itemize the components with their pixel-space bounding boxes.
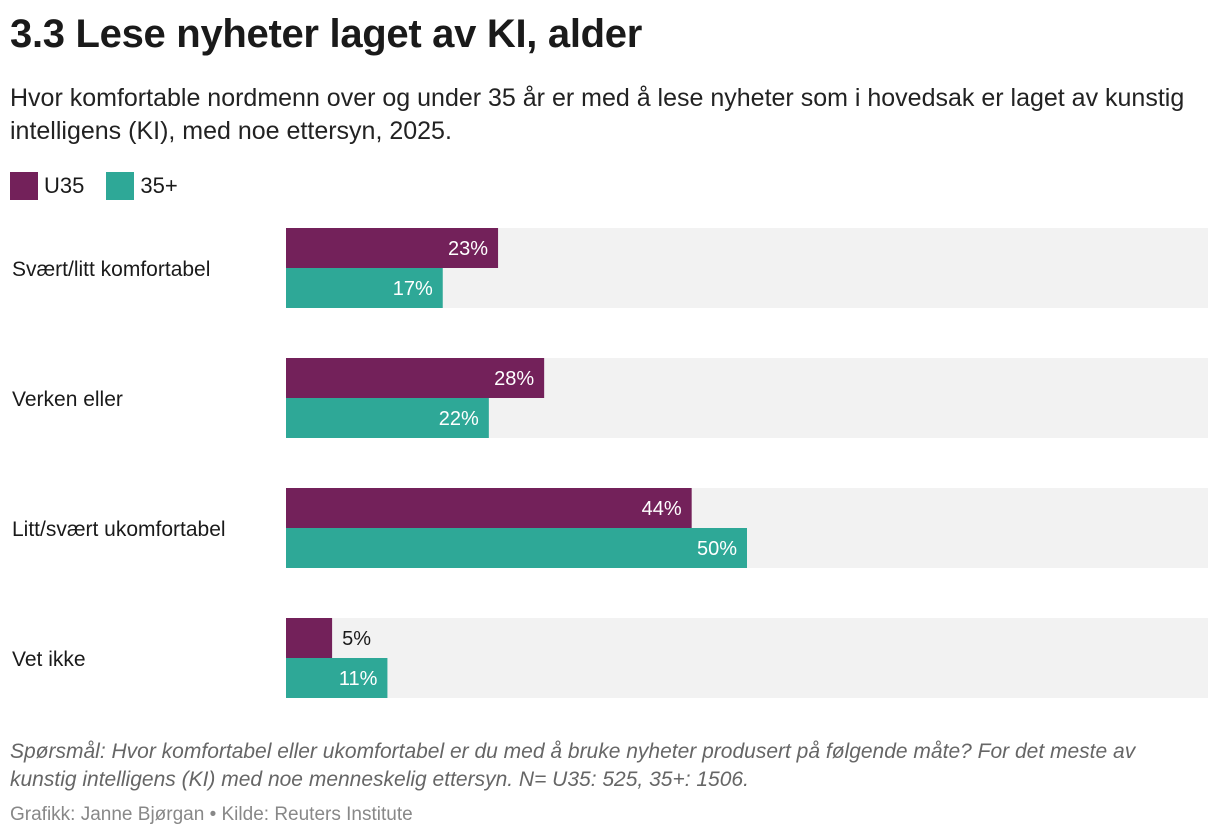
chart-title: 3.3 Lese nyheter laget av KI, alder (10, 12, 643, 56)
category-label-cat-2: Litt/svært ukomfortabel (12, 518, 226, 541)
legend-swatch-35plus (106, 172, 135, 200)
data-label-u35-cat-0: 23% (448, 238, 488, 260)
bar-track-cat-3 (286, 618, 1208, 698)
data-label-35plus-cat-2: 50% (697, 538, 737, 560)
legend-item-35plus: 35+ (106, 172, 178, 200)
category-label-cat-3: Vet ikke (12, 648, 86, 671)
data-label-35plus-cat-1: 22% (439, 408, 479, 430)
credit-line: Grafikk: Janne Bjørgan • Kilde: Reuters … (10, 804, 413, 825)
bar-35plus-cat-2 (286, 528, 747, 568)
chart-subtitle: Hvor komfortable nordmenn over og under … (10, 84, 1185, 145)
question-note: Spørsmål: Hvor komfortabel eller ukomfor… (10, 740, 1136, 791)
data-label-u35-cat-3: 5% (342, 628, 371, 650)
category-label-cat-1: Verken eller (12, 388, 123, 411)
bar-chart: Svært/litt komfortabel 23% 17% Verken eller… (12, 228, 1208, 698)
legend: U35 35+ (10, 172, 178, 200)
data-label-u35-cat-1: 28% (494, 368, 534, 390)
data-label-35plus-cat-3: 11% (339, 668, 378, 690)
bar-35plus-cat-1 (286, 398, 489, 438)
bar-u35-cat-2 (286, 488, 692, 528)
legend-label-35plus: 35+ (140, 173, 178, 198)
bar-35plus-cat-3 (286, 658, 388, 698)
legend-item-u35: U35 (10, 172, 84, 200)
legend-label-u35: U35 (44, 173, 85, 198)
data-label-u35-cat-2: 44% (642, 498, 682, 520)
bar-u35-cat-0 (286, 228, 499, 268)
legend-swatch-u35 (10, 172, 38, 200)
data-label-35plus-cat-0: 17% (393, 278, 433, 300)
bar-u35-cat-1 (286, 358, 545, 398)
bar-u35-cat-3 (286, 618, 333, 658)
category-label-cat-0: Svært/litt komfortabel (12, 258, 210, 281)
bar-35plus-cat-0 (286, 268, 443, 308)
